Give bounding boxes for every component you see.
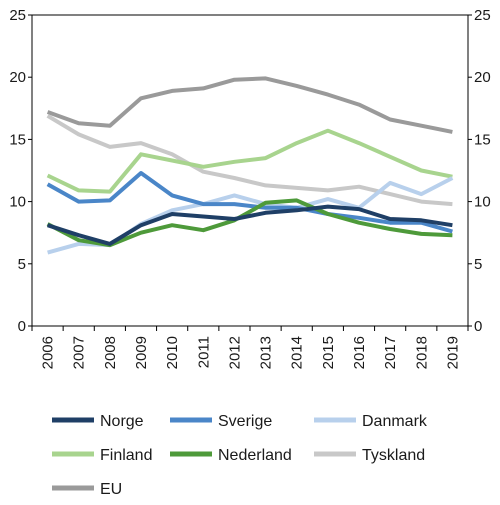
x-tick-label: 2016 bbox=[351, 336, 368, 369]
x-tick-label: 2013 bbox=[258, 336, 275, 369]
y-tick-label-left: 20 bbox=[9, 69, 26, 86]
legend-label: Finland bbox=[100, 447, 152, 464]
y-tick-label-right: 5 bbox=[474, 256, 482, 273]
x-tick-label: 2009 bbox=[133, 336, 150, 369]
legend-item-tyskland: Tyskland bbox=[314, 447, 425, 464]
plot-frame bbox=[31, 14, 469, 327]
x-tick-label: 2017 bbox=[382, 336, 399, 369]
x-tick-label: 2010 bbox=[164, 336, 181, 369]
y-tick-label-left: 0 bbox=[18, 318, 26, 335]
y-tick-label-right: 15 bbox=[474, 131, 491, 148]
axes: 0 0 5 5 10 10 15 15 20 20 25 25 2006 2007 2008 2009 2010… bbox=[9, 7, 490, 369]
series-line-eu bbox=[46, 76, 453, 134]
legend-item-eu: EU bbox=[52, 481, 122, 498]
legend-label: Sverige bbox=[218, 413, 272, 430]
series-line-finland bbox=[46, 128, 453, 194]
series-line-norge bbox=[46, 204, 453, 246]
x-tick-label: 2011 bbox=[195, 336, 212, 368]
legend-item-nederland: Nederland bbox=[170, 447, 292, 464]
y-tick-label-left: 15 bbox=[9, 131, 26, 148]
y-tick-label-right: 0 bbox=[474, 318, 482, 335]
y-tick-label-right: 10 bbox=[474, 194, 491, 211]
y-tick-label-left: 5 bbox=[18, 256, 26, 273]
legend-label: Danmark bbox=[362, 413, 428, 430]
legend-label: EU bbox=[100, 481, 122, 498]
x-tick-label: 2012 bbox=[226, 336, 243, 369]
series-lines bbox=[46, 76, 454, 255]
legend-item-sverige: Sverige bbox=[170, 413, 272, 430]
x-tick-label: 2014 bbox=[289, 336, 306, 369]
x-tick-label: 2006 bbox=[40, 336, 57, 369]
legend-item-norge: Norge bbox=[52, 413, 144, 430]
x-tick-label: 2008 bbox=[102, 336, 119, 369]
x-tick-label: 2018 bbox=[413, 336, 430, 369]
legend-label: Nederland bbox=[218, 447, 292, 464]
y-tick-label-left: 25 bbox=[9, 7, 26, 24]
plot-area bbox=[31, 14, 469, 327]
x-tick-label: 2019 bbox=[444, 336, 461, 369]
legend-item-finland: Finland bbox=[52, 447, 152, 464]
legend: Norge Sverige Danmark Finland Nederland Tyskl… bbox=[52, 413, 428, 498]
x-tick-label: 2007 bbox=[71, 336, 88, 369]
legend-label: Norge bbox=[100, 413, 144, 430]
series-line-tyskland bbox=[46, 114, 453, 207]
legend-label: Tyskland bbox=[362, 447, 425, 464]
x-tick-label: 2015 bbox=[320, 336, 337, 369]
y-tick-label-right: 25 bbox=[474, 7, 491, 24]
series-line-sverige bbox=[46, 171, 453, 234]
y-tick-label-right: 20 bbox=[474, 69, 491, 86]
y-tick-label-left: 10 bbox=[9, 194, 26, 211]
legend-item-danmark: Danmark bbox=[314, 413, 428, 430]
